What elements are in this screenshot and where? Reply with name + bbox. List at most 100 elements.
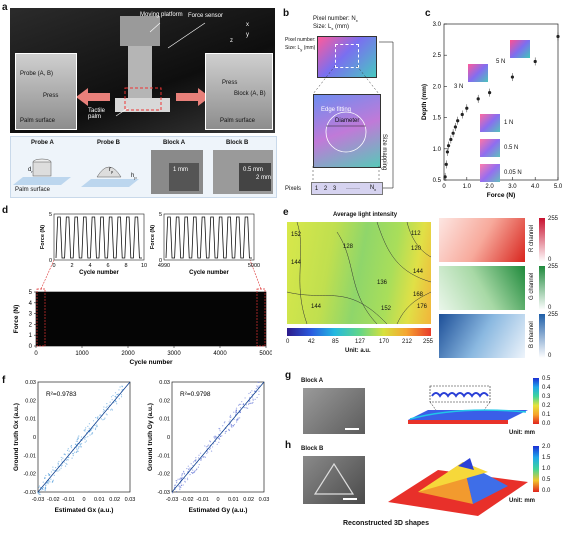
f-left-point <box>106 403 108 405</box>
f-left-point <box>77 448 80 450</box>
f-right-point <box>239 407 242 409</box>
f-right-point <box>189 467 191 469</box>
d-ytick-label: 5 <box>29 290 33 296</box>
f-left-point <box>106 414 108 416</box>
f-left-xtick-label: -0.01 <box>62 497 75 503</box>
tactile-image-small <box>317 36 377 78</box>
panel-h-label: h <box>285 440 292 451</box>
block-b-title: Block B <box>226 140 249 146</box>
c-data-point <box>476 97 480 101</box>
f-left-point <box>106 405 108 407</box>
f-right-point <box>233 418 235 420</box>
block-a-surface-ridge <box>409 409 527 420</box>
f-right-point <box>238 404 240 406</box>
f-left-point <box>44 477 46 479</box>
f-left-point <box>57 465 59 467</box>
f-left-point <box>74 443 77 445</box>
block-a-image <box>303 388 365 434</box>
f-left-point <box>90 429 92 431</box>
pixels-label: Pixels <box>285 186 302 192</box>
f-right-point <box>213 443 215 445</box>
f-left-point <box>48 481 50 483</box>
tactile-thumb-05n <box>480 139 500 157</box>
f-left-point <box>112 394 114 397</box>
f-right-point <box>214 440 217 442</box>
f-right-ytick-label: 0.02 <box>159 398 170 404</box>
block-a-surface <box>408 410 528 420</box>
f-right-point <box>184 478 186 480</box>
f-right-point <box>174 484 176 486</box>
f-right-point <box>229 416 231 418</box>
probe-b-dim2: hp <box>131 173 137 181</box>
f-left-point <box>85 427 87 429</box>
c-xtick-label: 3.0 <box>508 184 517 190</box>
f-right-point <box>249 402 251 405</box>
f-left-point <box>64 465 67 467</box>
f-left-point <box>96 424 98 426</box>
f-right-point <box>218 438 221 440</box>
panel-g: Block A 0.5 0.4 0.3 0.2 0.1 0.0 Unit: mm <box>283 372 566 442</box>
f-left-xtick-label: -0.03 <box>32 497 45 503</box>
h-colorbar <box>533 446 539 492</box>
f-right-point <box>251 390 253 392</box>
tactile-thumb-5n <box>510 40 530 58</box>
f-right-point <box>175 490 178 493</box>
f-right-point <box>184 480 186 482</box>
f-left-ytick-label: -0.03 <box>23 490 36 496</box>
f-left-point <box>55 467 57 469</box>
f-left-point <box>96 425 98 427</box>
callout-press-right: Press <box>222 80 238 86</box>
probe-a-body <box>32 161 52 177</box>
block-a-zoom <box>169 163 199 191</box>
f-left-point <box>77 437 79 440</box>
arrow-left <box>76 88 110 106</box>
f-right-point <box>178 485 180 487</box>
palm-surface-label: Palm surface <box>15 187 51 193</box>
f-right-point <box>233 424 236 426</box>
f-right-point <box>181 475 183 477</box>
f-left-point <box>85 436 87 438</box>
f-right-frame <box>171 381 265 493</box>
f-right-point <box>239 411 241 413</box>
f-right-point <box>206 445 209 447</box>
f-left-point <box>111 399 113 401</box>
c-data-point <box>533 59 537 64</box>
c-xtick-label: 4.0 <box>531 184 540 190</box>
h-tick-0: 2.0 <box>542 444 551 450</box>
d-inset-2-xlabel: Cycle number <box>189 270 229 276</box>
d-inset-1-xlabel: Cycle number <box>79 270 119 276</box>
f-right-point <box>209 447 212 449</box>
g-tick-0: 0.5 <box>542 376 551 382</box>
callout-force-sensor: Force sensor <box>188 13 224 19</box>
robot-column <box>128 46 152 101</box>
f-left-point <box>62 457 64 459</box>
block-a-base <box>408 420 508 424</box>
f-right-point <box>175 480 177 482</box>
intensity-colorbar <box>287 328 431 336</box>
f-left-point <box>78 446 80 448</box>
f-left-point <box>84 429 86 431</box>
block-a-title: Block A <box>163 140 186 146</box>
callout-palm-surface-left: Palm surface <box>20 118 56 124</box>
f-left-xtick-label: 0.03 <box>125 497 136 503</box>
f-right-point <box>183 470 185 472</box>
f-left-point <box>116 393 118 396</box>
f-right-point <box>236 419 238 421</box>
f-right-point <box>196 468 198 470</box>
f-right-point <box>207 444 209 446</box>
callout-palm-surface-right: Palm surface <box>220 118 256 124</box>
f-left-point <box>70 445 72 447</box>
r-min: 0 <box>548 257 552 263</box>
f-right-point <box>198 454 200 456</box>
f-right-fit-line <box>171 381 265 493</box>
block-a-scalebar <box>345 428 359 430</box>
cbar-tick-4: 170 <box>379 339 390 345</box>
d-inset-1-ytick-label: 0 <box>49 258 52 264</box>
f-left-point <box>66 463 68 465</box>
f-right-point <box>241 401 243 403</box>
f-left-point <box>57 470 59 472</box>
palm-base <box>115 98 170 112</box>
r-channel-label: R channel <box>529 224 535 252</box>
f-right-point <box>192 461 195 463</box>
